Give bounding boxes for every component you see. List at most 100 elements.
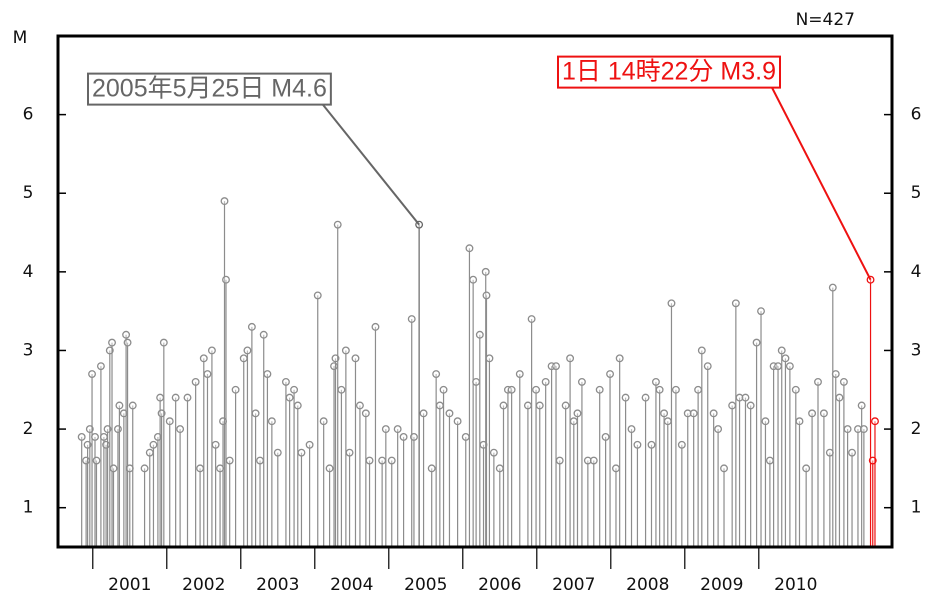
point (361, 409, 370, 418)
point (828, 283, 837, 292)
point (515, 370, 524, 378)
point (285, 393, 294, 402)
y-tick-label: 5 (23, 183, 34, 203)
point (159, 338, 168, 347)
point (305, 440, 314, 449)
point (633, 440, 642, 449)
point (667, 299, 676, 308)
point (333, 220, 342, 229)
point (697, 346, 706, 355)
point (123, 338, 132, 347)
point (589, 456, 598, 465)
point (381, 425, 390, 434)
point (647, 440, 656, 449)
y-tick-label: 1 (23, 498, 34, 518)
point (239, 354, 248, 363)
point (439, 385, 448, 394)
point (222, 275, 230, 284)
x-tick-label: 2006 (478, 575, 521, 595)
point (445, 409, 454, 418)
point (149, 440, 158, 449)
point (207, 346, 216, 355)
point (125, 464, 134, 473)
point (469, 275, 478, 284)
point (91, 432, 99, 441)
point (627, 425, 636, 434)
point (96, 362, 105, 371)
point (728, 401, 737, 410)
point (735, 393, 744, 402)
point (341, 346, 350, 355)
point (293, 401, 302, 410)
point (561, 401, 570, 410)
point (785, 362, 794, 371)
y2-tick-label: 4 (911, 262, 922, 282)
y2-tick-label: 5 (911, 183, 922, 203)
point (765, 456, 774, 465)
point (595, 385, 604, 394)
point (615, 354, 624, 363)
point (527, 315, 536, 323)
point (108, 338, 116, 347)
point (256, 456, 264, 465)
point (703, 362, 712, 371)
point (720, 464, 728, 473)
point (281, 377, 290, 386)
point (176, 425, 185, 434)
annotation-text: 1日 14時22分 M3.9 (562, 58, 776, 86)
x-tick-label: 2009 (700, 575, 743, 595)
point (694, 385, 703, 394)
point (399, 432, 408, 441)
point (577, 377, 586, 386)
point (552, 362, 560, 371)
y2-tick-label: 1 (911, 498, 922, 518)
point (419, 409, 428, 418)
point (427, 464, 436, 473)
y2-tick-label: 2 (911, 419, 922, 439)
annotation-box (557, 55, 781, 89)
x-tick-label: 2003 (256, 575, 299, 595)
point (535, 401, 544, 410)
point (203, 370, 212, 378)
point (297, 448, 306, 457)
point (325, 464, 334, 473)
point (355, 401, 364, 410)
point (99, 432, 108, 441)
count-label: N=427 (796, 10, 855, 30)
point (583, 456, 592, 465)
point (495, 464, 504, 473)
point (555, 456, 564, 465)
point (781, 354, 790, 363)
point (802, 464, 811, 473)
y-axis-label: M (13, 28, 28, 48)
point (499, 401, 508, 410)
x-tick-label: 2007 (552, 575, 595, 595)
point (407, 315, 416, 323)
point (663, 417, 672, 426)
point (145, 448, 154, 457)
point (128, 401, 137, 410)
point (465, 244, 474, 253)
point (409, 432, 418, 441)
point (752, 338, 761, 347)
point (92, 456, 101, 465)
point (481, 267, 490, 276)
point (461, 432, 470, 441)
point (606, 370, 615, 378)
point (774, 362, 782, 371)
point (199, 354, 208, 363)
point (731, 299, 740, 308)
point (337, 385, 346, 394)
point (641, 393, 650, 402)
x-tick-label: 2010 (774, 575, 817, 595)
x-tick-label: 2008 (626, 575, 669, 595)
point (472, 377, 481, 386)
point (541, 377, 550, 386)
point (482, 291, 491, 300)
point (225, 456, 234, 465)
point (777, 346, 786, 355)
point (757, 307, 765, 316)
point (387, 456, 396, 465)
point (808, 409, 817, 418)
